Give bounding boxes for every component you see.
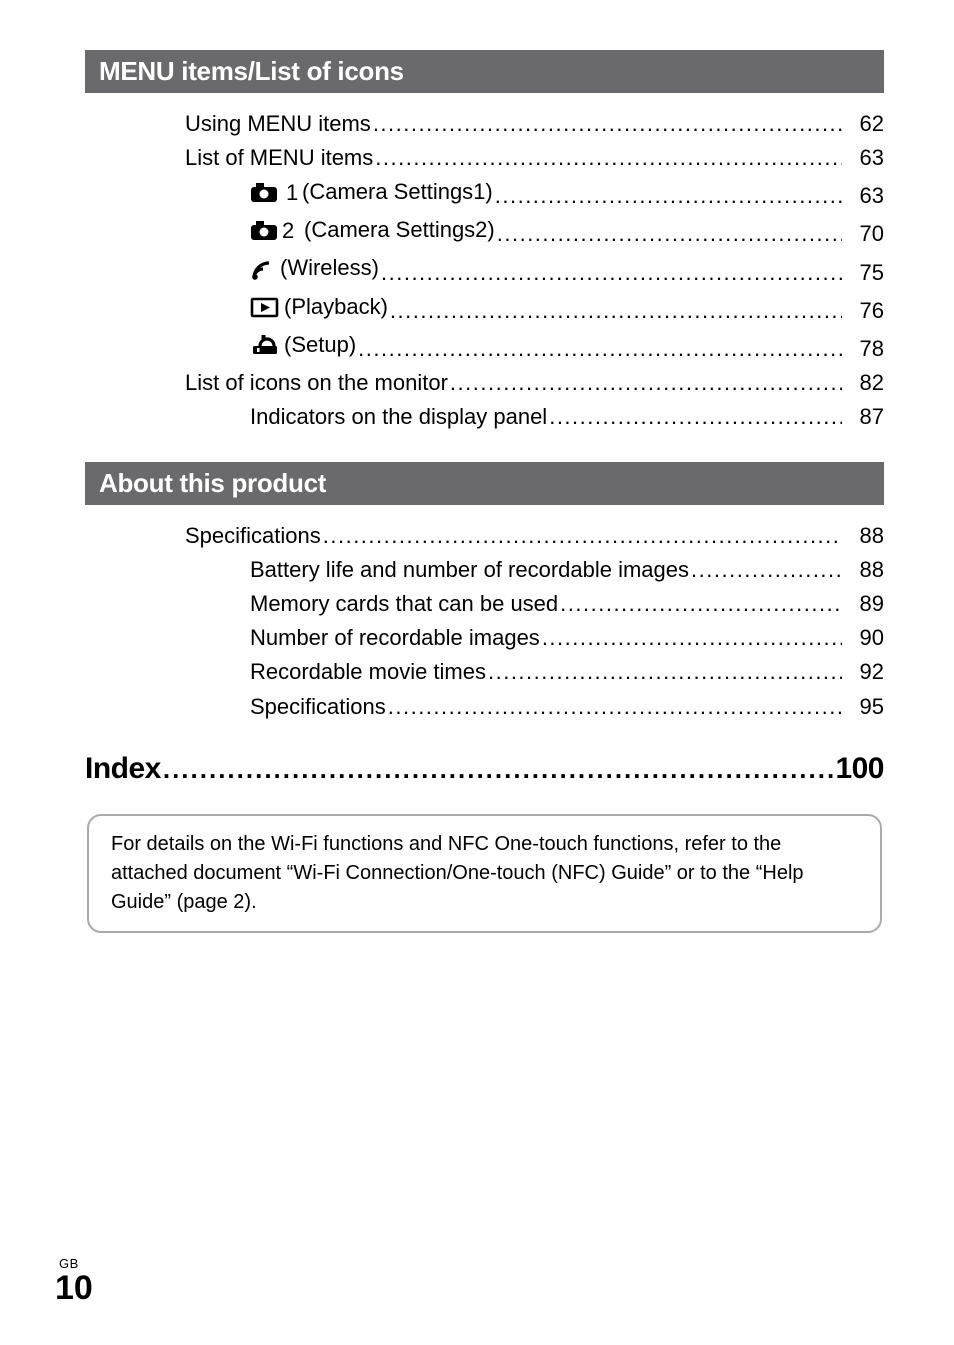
toc-page-number: 89 xyxy=(844,587,884,621)
toc-label-text: (Playback) xyxy=(284,290,388,324)
toc-label: Recordable movie times xyxy=(250,655,486,689)
toc-label: (Setup) xyxy=(250,328,356,362)
toc-row[interactable]: Specifications 88 xyxy=(85,519,884,553)
toc-leader-dots xyxy=(450,366,842,400)
toc-row[interactable]: Number of recordable images 90 xyxy=(85,621,884,655)
toc-label: Specifications xyxy=(250,690,386,724)
toc-row[interactable]: List of MENU items 63 xyxy=(85,141,884,175)
toc-row[interactable]: (Setup) 78 xyxy=(85,328,884,366)
toc-label: (Playback) xyxy=(250,290,388,324)
toc-page-number: 75 xyxy=(844,256,884,290)
note-box: For details on the Wi-Fi functions and N… xyxy=(87,814,882,933)
toc-row[interactable]: Specifications 95 xyxy=(85,690,884,724)
toc-row[interactable]: 1 (Camera Settings1) 63 xyxy=(85,175,884,213)
toc-leader-dots xyxy=(388,690,842,724)
camera-2-icon: 2 xyxy=(250,219,300,241)
toc-menu: Using MENU items 62 List of MENU items 6… xyxy=(85,107,884,434)
playback-icon xyxy=(250,296,280,318)
toc-row[interactable]: (Wireless) 75 xyxy=(85,251,884,289)
toc-page-number: 92 xyxy=(844,655,884,689)
toc-label: (Wireless) xyxy=(250,251,379,285)
toc-leader-dots xyxy=(497,217,842,251)
setup-icon xyxy=(250,334,280,356)
toc-about: Specifications 88 Battery life and numbe… xyxy=(85,519,884,724)
toc-row[interactable]: (Playback) 76 xyxy=(85,290,884,328)
toc-row[interactable]: Using MENU items 62 xyxy=(85,107,884,141)
toc-leader-dots xyxy=(163,754,834,785)
toc-page-number: 63 xyxy=(844,141,884,175)
page-footer: GB 10 xyxy=(55,1256,93,1305)
svg-text:2: 2 xyxy=(282,219,294,241)
toc-row[interactable]: Indicators on the display panel 87 xyxy=(85,400,884,434)
toc-page-number: 87 xyxy=(844,400,884,434)
index-page-number: 100 xyxy=(835,752,884,786)
toc-row[interactable]: Memory cards that can be used 89 xyxy=(85,587,884,621)
toc-label: Memory cards that can be used xyxy=(250,587,558,621)
toc-label: Indicators on the display panel xyxy=(250,400,547,434)
footer-page-number: 10 xyxy=(55,1271,93,1305)
toc-label: Number of recordable images xyxy=(250,621,540,655)
toc-label-text: (Wireless) xyxy=(280,251,379,285)
toc-label: Specifications xyxy=(185,519,321,553)
index-heading[interactable]: Index 100 xyxy=(85,752,884,786)
toc-page-number: 82 xyxy=(844,366,884,400)
toc-label: 2 (Camera Settings2) xyxy=(250,213,495,247)
toc-label: List of icons on the monitor xyxy=(185,366,448,400)
toc-page-number: 88 xyxy=(844,553,884,587)
toc-label-text: (Setup) xyxy=(284,328,356,362)
toc-page-number: 70 xyxy=(844,217,884,251)
toc-page-number: 78 xyxy=(844,332,884,366)
toc-label: 1 (Camera Settings1) xyxy=(250,175,493,209)
wireless-icon xyxy=(250,258,276,280)
toc-leader-dots xyxy=(488,655,842,689)
index-label: Index xyxy=(85,752,161,786)
section-heading-about: About this product xyxy=(85,462,884,505)
toc-leader-dots xyxy=(373,107,842,141)
toc-label: Battery life and number of recordable im… xyxy=(250,553,689,587)
camera-1-icon: 1 xyxy=(250,181,298,203)
toc-leader-dots xyxy=(390,294,842,328)
section-heading-menu: MENU items/List of icons xyxy=(85,50,884,93)
toc-page-number: 90 xyxy=(844,621,884,655)
toc-page-number: 63 xyxy=(844,179,884,213)
toc-label-text: (Camera Settings2) xyxy=(304,213,495,247)
toc-page-number: 76 xyxy=(844,294,884,328)
toc-row[interactable]: Battery life and number of recordable im… xyxy=(85,553,884,587)
toc-leader-dots xyxy=(542,621,842,655)
toc-page-number: 95 xyxy=(844,690,884,724)
toc-leader-dots xyxy=(323,519,842,553)
toc-page-number: 62 xyxy=(844,107,884,141)
toc-row[interactable]: Recordable movie times 92 xyxy=(85,655,884,689)
toc-label: Using MENU items xyxy=(185,107,371,141)
toc-leader-dots xyxy=(381,256,842,290)
toc-page-number: 88 xyxy=(844,519,884,553)
toc-leader-dots xyxy=(560,587,842,621)
toc-label: List of MENU items xyxy=(185,141,373,175)
toc-leader-dots xyxy=(495,179,842,213)
svg-text:1: 1 xyxy=(286,181,298,203)
toc-leader-dots xyxy=(358,332,842,366)
toc-row[interactable]: 2 (Camera Settings2) 70 xyxy=(85,213,884,251)
toc-leader-dots xyxy=(691,553,842,587)
toc-leader-dots xyxy=(375,141,842,175)
toc-row[interactable]: List of icons on the monitor 82 xyxy=(85,366,884,400)
toc-label-text: (Camera Settings1) xyxy=(302,175,493,209)
toc-leader-dots xyxy=(549,400,842,434)
